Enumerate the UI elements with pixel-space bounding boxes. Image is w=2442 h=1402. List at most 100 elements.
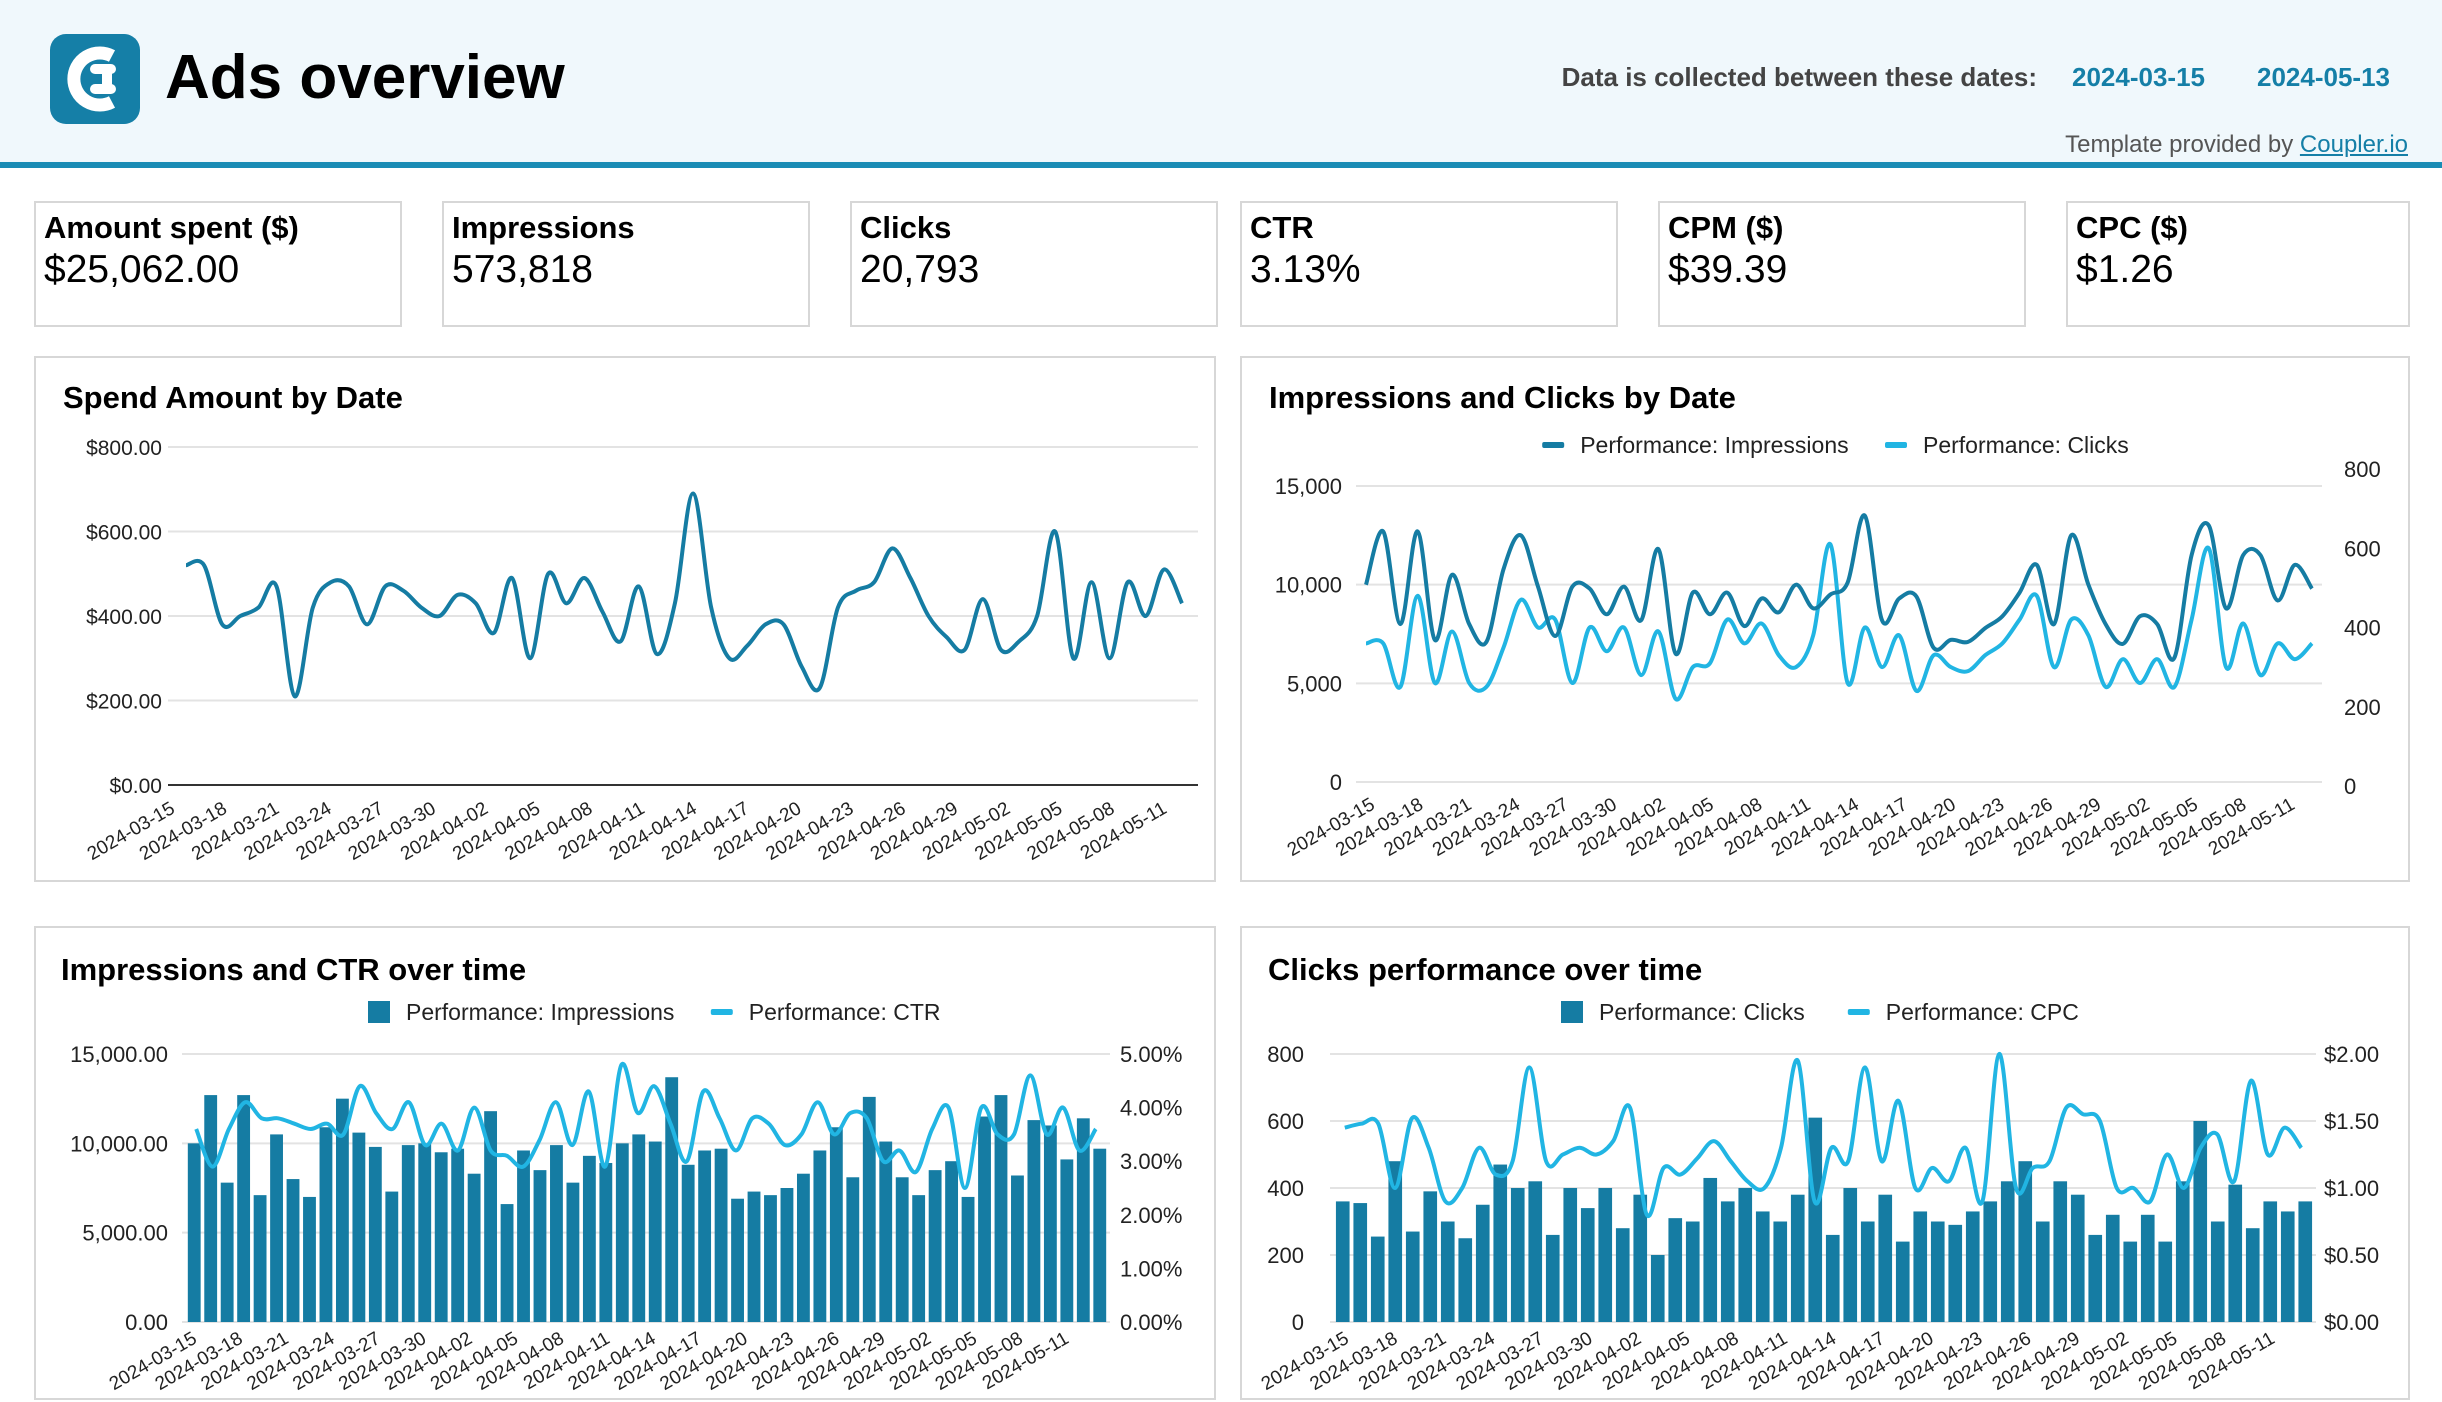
legend-label: Performance: CTR	[749, 999, 941, 1025]
clicks-bar	[1913, 1211, 1928, 1322]
page-title: Ads overview	[165, 43, 565, 112]
clicks-bar	[2140, 1214, 2155, 1322]
chart-title: Spend Amount by Date	[63, 380, 403, 415]
impressions-bar	[599, 1162, 613, 1322]
template-credit: Template provided by Coupler.io	[2065, 131, 2408, 159]
clicks-bar	[1685, 1221, 1700, 1322]
coupler-logo-glyph	[67, 46, 116, 112]
clicks-bar	[1825, 1234, 1840, 1322]
spend-line	[185, 491, 1184, 699]
clicks-bar	[1790, 1194, 1805, 1322]
impressions-bar	[352, 1132, 366, 1322]
y-left-tick-label: 5,000.00	[82, 1221, 168, 1246]
y-right-tick-label: 0	[2344, 774, 2356, 799]
legend-swatch	[368, 1001, 390, 1023]
y-right-tick-label: 2.00%	[1120, 1203, 1182, 1228]
impressions-bar	[829, 1127, 843, 1322]
date-range-label: Data is collected between these dates:	[1561, 62, 2037, 92]
clicks-bar	[1353, 1203, 1368, 1322]
impressions-bar	[500, 1204, 514, 1322]
y-right-tick-label: 1.00%	[1120, 1256, 1182, 1281]
impressions-bar	[237, 1095, 251, 1322]
kpi-card-clicks: Clicks 20,793	[850, 201, 1218, 327]
clicks-bar	[2298, 1201, 2313, 1322]
start-date[interactable]: 2024-03-15	[2072, 62, 2205, 92]
impressions-bar	[1093, 1148, 1107, 1322]
impressions-clicks-line-chart: Performance: Impressions Performance: Cli…	[1275, 432, 2381, 861]
impressions-bar	[846, 1177, 860, 1322]
clicks-bar	[2018, 1161, 2033, 1322]
y-left-tick-label: 400	[1267, 1176, 1304, 1201]
clicks-bar	[1930, 1221, 1945, 1322]
clicks-bar	[1755, 1211, 1770, 1322]
y-right-tick-label: 200	[2344, 695, 2381, 720]
impressions-bar	[385, 1191, 399, 1322]
cpc-line	[1344, 1051, 2303, 1219]
clicks-bar	[1650, 1255, 1665, 1322]
impressions-bar	[1043, 1125, 1057, 1322]
impressions-clicks-chart-panel: Impressions and Clicks by Date Performan…	[1240, 356, 2410, 882]
clicks-bar	[1860, 1221, 1875, 1322]
impressions-bar	[517, 1150, 530, 1322]
y-tick-label: $600.00	[86, 522, 162, 545]
impressions-bar	[319, 1127, 333, 1322]
impressions-ctr-combo-chart: Performance: Impressions Performance: CTR…	[70, 999, 1182, 1395]
clicks-bar	[1808, 1117, 1823, 1322]
clicks-bar	[2158, 1241, 2173, 1322]
impressions-bar	[945, 1161, 959, 1322]
kpi-value: 573,818	[452, 248, 593, 291]
clicks-bar	[2210, 1221, 2225, 1322]
clicks-bar	[1983, 1201, 1998, 1322]
legend-label: Performance: Impressions	[406, 999, 674, 1025]
impressions-bar	[961, 1196, 975, 1322]
legend-swatch	[1561, 1001, 1583, 1023]
clicks-bar	[1598, 1188, 1613, 1322]
clicks-bar	[1440, 1221, 1455, 1322]
clicks-bar	[2175, 1181, 2190, 1322]
impressions-bar	[714, 1148, 728, 1322]
kpi-label: Impressions	[452, 210, 635, 245]
impressions-bar	[335, 1098, 349, 1322]
ctr-line	[194, 1061, 1098, 1191]
clicks-bar	[1545, 1234, 1560, 1322]
impressions-bar	[582, 1155, 596, 1322]
clicks-bar	[1580, 1208, 1595, 1322]
clicks-bar	[1335, 1201, 1350, 1322]
coupler-link[interactable]: Coupler.io	[2299, 131, 2408, 158]
y-left-tick-label: 0	[1292, 1310, 1304, 1335]
y-right-tick-label: $2.00	[2324, 1042, 2379, 1067]
impressions-bar	[1011, 1175, 1024, 1322]
clicks-bar	[1668, 1218, 1683, 1322]
impressions-bar	[434, 1152, 448, 1322]
impressions-bar	[1027, 1120, 1041, 1322]
legend-swatch	[1847, 1009, 1870, 1015]
kpi-value: $25,062.00	[44, 248, 240, 291]
y-right-tick-label: 3.00%	[1120, 1149, 1182, 1174]
clicks-bar	[1738, 1188, 1753, 1322]
y-left-tick-label: 5,000	[1287, 671, 1342, 696]
y-left-tick-label: 200	[1267, 1243, 1304, 1268]
impressions-bar	[928, 1170, 942, 1322]
clicks-bar	[1370, 1236, 1385, 1322]
kpi-value: 3.13%	[1250, 248, 1361, 291]
clicks-bar	[2123, 1241, 2138, 1322]
clicks-bar	[1405, 1231, 1420, 1322]
impressions-line	[1364, 513, 2314, 662]
impressions-bar	[764, 1195, 777, 1322]
legend-label: Performance: Clicks	[1599, 999, 1805, 1025]
y-left-tick-label: 600	[1267, 1109, 1304, 1134]
clicks-bar	[2053, 1181, 2068, 1322]
chart-title: Clicks performance over time	[1268, 952, 1703, 987]
impressions-bar	[303, 1196, 316, 1322]
y-tick-label: $800.00	[86, 437, 162, 460]
impressions-ctr-chart-panel: Impressions and CTR over time Performanc…	[34, 926, 1216, 1400]
clicks-bar	[2228, 1184, 2243, 1322]
impressions-bar	[912, 1195, 926, 1322]
kpi-value: 20,793	[860, 248, 980, 291]
y-tick-label: $400.00	[86, 606, 162, 629]
impressions-bar	[978, 1116, 991, 1322]
end-date[interactable]: 2024-05-13	[2257, 62, 2390, 92]
spend-amount-line-chart: $0.00$200.00$400.00$600.00$800.002024-03…	[84, 437, 1198, 865]
clicks-line	[1365, 542, 2314, 702]
kpi-label: CPC ($)	[2076, 210, 2188, 245]
